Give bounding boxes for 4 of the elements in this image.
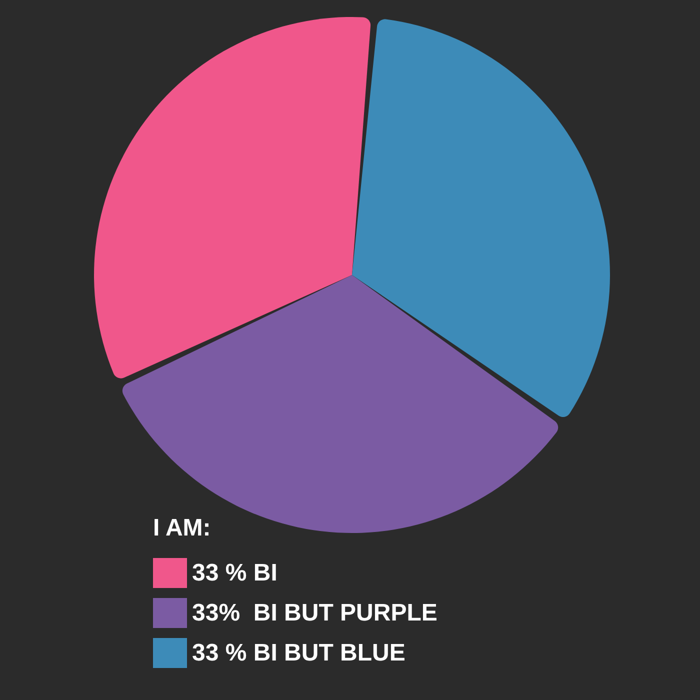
legend-label: 33% BI BUT PURPLE: [192, 600, 438, 626]
legend-label: 33 % BI BUT BLUE: [192, 640, 406, 666]
legend-title: I AM:: [153, 514, 211, 542]
legend-label: 33 % BI: [192, 560, 278, 586]
